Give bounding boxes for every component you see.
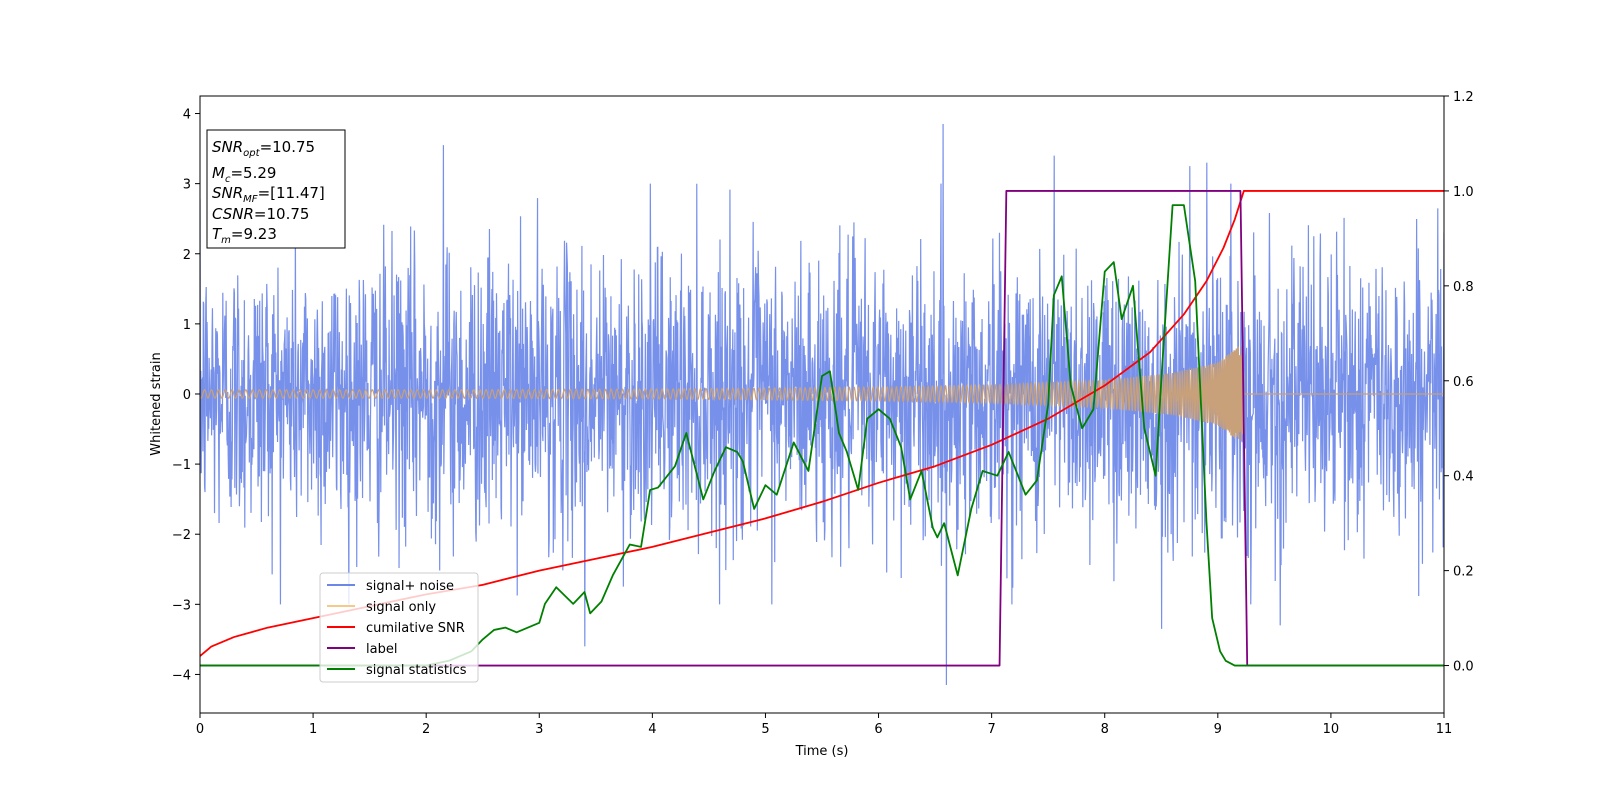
x-tick-label: 5 xyxy=(761,722,769,737)
stat-line-mc: Mc=5.29 xyxy=(212,164,276,185)
stat-value: =[11.47] xyxy=(258,184,325,202)
y2-tick-label: 0.6 xyxy=(1453,375,1474,390)
x-tick-label: 6 xyxy=(874,722,882,737)
x-tick-label: 4 xyxy=(648,722,656,737)
y2-tick-label: 0.8 xyxy=(1453,280,1474,295)
stats-box-frame xyxy=(206,129,346,249)
x-tick-label: 2 xyxy=(422,722,430,737)
x-tick-label: 3 xyxy=(535,722,543,737)
legend-label-signal-noise: signal+ noise xyxy=(366,579,454,594)
ticks-layer: 0 1 2 3 4 5 6 7 8 9 10 11 −4 −3 −2 −1 0 1 2 3 4 0.0 0.2 0.4 0.6 0… xyxy=(172,90,1474,737)
y-tick-label: 2 xyxy=(183,248,191,263)
y-tick-label: −4 xyxy=(172,668,191,683)
legend-label-label: label xyxy=(366,642,397,657)
stat-sub: opt xyxy=(243,148,260,159)
y-tick-label: −3 xyxy=(172,598,191,613)
legend-label-signal-only: signal only xyxy=(366,600,436,615)
x-axis-title: Time (s) xyxy=(795,744,849,759)
y-tick-label: 0 xyxy=(183,388,191,403)
legend-frame xyxy=(319,572,479,683)
y-tick-label: 3 xyxy=(183,178,191,193)
stat-var: SNR xyxy=(212,184,243,202)
stat-line-snr-mf: SNRMF=[11.47] xyxy=(212,184,325,205)
plot-frame xyxy=(199,95,1445,714)
x-tick-label: 10 xyxy=(1323,722,1340,737)
y-axis-title: Whitened strain xyxy=(149,352,164,455)
stat-line-tm: Tm=9.23 xyxy=(212,225,277,246)
stat-value: =9.23 xyxy=(231,225,277,243)
y2-tick-label: 0.0 xyxy=(1453,660,1474,675)
stat-var: SNR xyxy=(212,138,243,156)
x-tick-label: 9 xyxy=(1214,722,1222,737)
y-tick-label: −1 xyxy=(172,458,191,473)
legend: signal+ noise signal only cumilative SNR… xyxy=(319,572,479,683)
stat-value: =5.29 xyxy=(230,164,276,182)
y-tick-label: −2 xyxy=(172,528,191,543)
stat-line-csnr: CSNR=10.75 xyxy=(212,205,309,223)
stat-value: =10.75 xyxy=(260,138,316,156)
x-tick-label: 8 xyxy=(1101,722,1109,737)
x-tick-label: 11 xyxy=(1436,722,1453,737)
stat-var: T xyxy=(212,225,223,243)
y2-tick-label: 1.2 xyxy=(1453,90,1474,105)
stats-annotation-box: SNRopt=10.75 Mc=5.29 SNRMF=[11.47] CSNR=… xyxy=(206,129,346,249)
stat-sub: m xyxy=(221,235,231,246)
y2-tick-label: 1.0 xyxy=(1453,185,1474,200)
y2-tick-label: 0.4 xyxy=(1453,470,1474,485)
stat-var: CSNR xyxy=(212,205,254,223)
legend-label-cumulative-snr: cumilative SNR xyxy=(366,621,465,636)
stat-value: =10.75 xyxy=(254,205,310,223)
stat-line-snr-opt: SNRopt=10.75 xyxy=(212,138,315,159)
y-tick-label: 4 xyxy=(183,108,191,123)
y2-tick-label: 0.2 xyxy=(1453,565,1474,580)
y-tick-label: 1 xyxy=(183,318,191,333)
x-tick-label: 0 xyxy=(196,722,204,737)
stat-sub: MF xyxy=(243,194,258,205)
stat-sub: c xyxy=(225,174,231,185)
series-line-signal-statistics xyxy=(200,204,1444,667)
x-tick-label: 1 xyxy=(309,722,317,737)
x-tick-label: 7 xyxy=(987,722,995,737)
stat-var: M xyxy=(212,164,225,182)
legend-label-signal-statistics: signal statistics xyxy=(366,663,467,678)
